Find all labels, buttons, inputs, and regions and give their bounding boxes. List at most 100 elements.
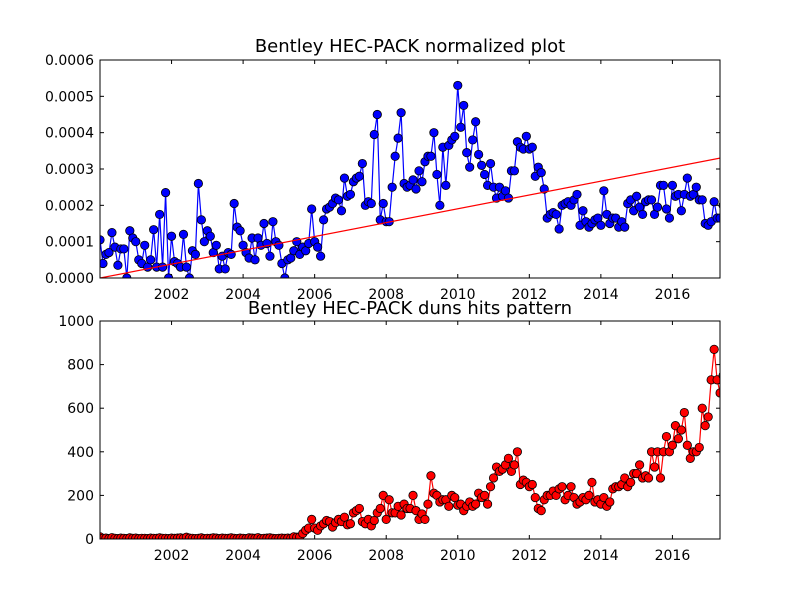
normalized-plot-data-point (646, 195, 657, 205)
normalized-plot-data-point (572, 189, 582, 200)
normalized-plot-data-point (366, 198, 376, 209)
normalized-plot-data-point (211, 240, 221, 250)
normalized-plot-data-point (479, 169, 490, 180)
normalized-plot-data-point (268, 217, 278, 227)
duns-hits-data-point (661, 431, 672, 442)
normalized-plot-data-point (450, 131, 460, 141)
normalized-plot-data-point (316, 251, 326, 261)
duns-hits-data-point (408, 490, 418, 500)
normalized-plot-data-point (100, 258, 108, 269)
normalized-plot-data-point (426, 151, 436, 161)
normalized-plot-data-point (354, 171, 364, 181)
normalized-plot-data-point (474, 149, 484, 160)
normalized-plot-data-point (378, 198, 388, 209)
normalized-plot-data-point (390, 151, 400, 161)
normalized-plot-data-point (632, 191, 642, 201)
duns-hits-x-tick-label: 2014 (583, 548, 619, 564)
normalized-plot-data-point (190, 249, 200, 259)
normalized-plot-data-point (313, 242, 323, 252)
duns-hits-data-point (566, 482, 576, 492)
normalized-plot-data-point (459, 100, 469, 111)
normalized-plot-data-point (465, 162, 475, 172)
normalized-plot-data-point (521, 131, 531, 141)
normalized-plot-data-point (691, 182, 701, 192)
normalized-plot-data-point (667, 180, 678, 190)
duns-hits-data-point (354, 503, 364, 514)
normalized-plot-x-tick-label: 2014 (583, 287, 619, 303)
normalized-plot-data-point (414, 166, 424, 176)
normalized-plot-data-point (554, 224, 564, 234)
duns-hits-data-point (536, 506, 546, 516)
duns-hits-data-point (527, 479, 537, 490)
normalized-plot-data-point (682, 173, 692, 183)
duns-hits-data-point (503, 453, 514, 463)
normalized-plot-data-point (265, 251, 275, 261)
normalized-plot-data-point (196, 215, 206, 225)
normalized-plot-data-point (226, 249, 236, 259)
normalized-plot-data-point (357, 158, 367, 169)
normalized-plot-data-point (462, 148, 472, 158)
normalized-plot-x-tick-label: 2002 (154, 287, 190, 303)
normalized-plot-data-point (345, 189, 356, 200)
normalized-plot-data-point (620, 222, 630, 232)
duns-hits-data-point (423, 499, 433, 509)
normalized-plot-y-tick-label: 0.0004 (45, 126, 94, 142)
normalized-plot-data-point (658, 180, 669, 190)
normalized-plot-data-point (456, 122, 466, 132)
normalized-plot-y-tick-label: 0.0002 (45, 198, 94, 214)
normalized-plot-data-point (107, 227, 117, 238)
normalized-plot-data-point (235, 226, 245, 236)
duns-hits-x-tick-label: 2006 (297, 548, 333, 564)
duns-hits-data-point (339, 512, 350, 522)
duns-hits-y-tick-label: 600 (67, 401, 94, 417)
normalized-plot-x-tick-label: 2004 (225, 287, 261, 303)
duns-hits-y-tick-label: 0 (85, 532, 94, 548)
duns-hits-data-point (471, 499, 481, 509)
normalized-plot-data-point (160, 188, 171, 198)
normalized-plot-data-point (229, 198, 239, 209)
duns-hits-data-point (712, 375, 720, 385)
duns-hits-area (100, 344, 720, 539)
normalized-plot-data-point (637, 209, 648, 220)
duns-hits-data-point (682, 440, 692, 450)
normalized-plot-data-point (113, 260, 123, 270)
duns-hits-data-point (700, 421, 710, 431)
duns-hits-x-ticks: 2002 2004 2006 2008 2010 2012 2014 2016 (154, 321, 691, 564)
normalized-plot-data-point (661, 204, 672, 214)
normalized-plot-data-point (715, 213, 720, 223)
duns-hits-data-point (444, 501, 454, 511)
normalized-plot-data-point (578, 206, 588, 216)
normalized-plot-data-point (599, 186, 609, 196)
duns-hits-data-point (509, 460, 520, 470)
duns-hits-data-point (369, 515, 379, 526)
duns-hits-x-tick-label: 2008 (368, 548, 404, 564)
normalized-plot-data-point (181, 262, 192, 272)
duns-hits-data-point (667, 440, 678, 450)
duns-hits-data-point (709, 344, 719, 354)
normalized-plot-data-point (333, 195, 344, 205)
duns-hits-y-tick-label: 200 (67, 488, 94, 504)
normalized-plot-data-point (250, 255, 260, 265)
duns-hits-data-point (307, 514, 317, 524)
normalized-plot-data-point (453, 80, 463, 91)
normalized-plot-data-point (429, 128, 439, 138)
normalized-plot-data-point (199, 237, 209, 247)
normalized-plot-data-point (155, 209, 165, 220)
duns-hits-data-point (381, 514, 391, 524)
normalized-plot-y-ticks: 0.0000 0.0001 0.0002 0.0003 0.0004 0.0005 0.00… (45, 53, 720, 287)
duns-hits-data-point (479, 490, 490, 500)
normalized-plot-data-point (140, 240, 150, 250)
duns-hits-data-point (703, 412, 713, 422)
duns-hits-x-tick-label: 2016 (655, 548, 691, 564)
normalized-plot-data-point (158, 262, 168, 272)
normalized-plot-data-point (697, 195, 707, 205)
duns-hits-data-point (345, 519, 356, 529)
duns-hits-x-tick-label: 2004 (225, 548, 261, 564)
normalized-plot-data-point (477, 160, 487, 170)
normalized-plot-data-point (339, 173, 350, 183)
normalized-plot-trend-line (100, 157, 720, 278)
duns-hits-data-point (673, 434, 683, 444)
normalized-plot-x-tick-label: 2008 (368, 287, 404, 303)
normalized-plot-data-point (307, 204, 317, 214)
